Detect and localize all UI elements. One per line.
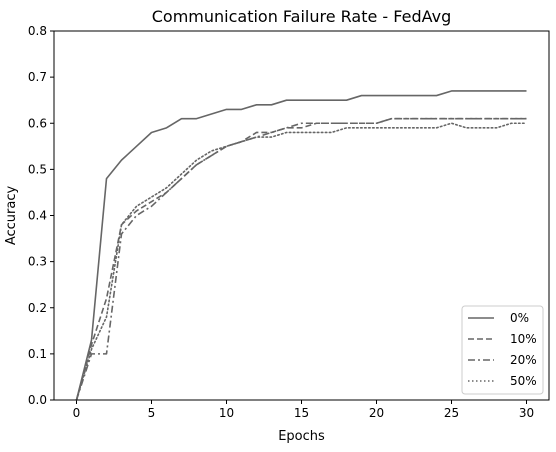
x-tick-label: 5 bbox=[148, 406, 156, 420]
x-tick-label: 25 bbox=[444, 406, 459, 420]
series-line-50pct bbox=[75, 122, 528, 401]
y-tick-label: 0.3 bbox=[28, 255, 47, 269]
axis-ticks: 0 5 10 15 20 25 30 0.0 0.1 0.2 0.3 0.4 0.5 0.6 0.7 0.8 bbox=[28, 24, 534, 420]
y-tick-label: 0.6 bbox=[28, 116, 47, 130]
x-axis-label: Epochs bbox=[278, 429, 325, 444]
legend-label: 50% bbox=[510, 374, 537, 388]
series-lines bbox=[75, 90, 528, 401]
y-axis-label: Accuracy bbox=[4, 186, 19, 246]
legend-label: 0% bbox=[510, 311, 529, 325]
legend: 0% 10% 20% 50% bbox=[461, 305, 544, 395]
legend-label: 10% bbox=[510, 332, 537, 346]
y-tick-label: 0.1 bbox=[28, 347, 47, 361]
y-tick-label: 0.5 bbox=[28, 162, 47, 176]
x-tick-label: 30 bbox=[519, 406, 534, 420]
legend-label: 20% bbox=[510, 353, 537, 367]
plot-frame bbox=[53, 30, 550, 401]
legend-box bbox=[461, 305, 544, 395]
series-line-0pct bbox=[75, 90, 527, 401]
chart-title: Communication Failure Rate - FedAvg bbox=[152, 7, 452, 26]
y-tick-label: 0.7 bbox=[28, 70, 47, 84]
series-line-20pct bbox=[75, 117, 527, 401]
y-tick-label: 0.2 bbox=[28, 301, 47, 315]
y-tick-label: 0.8 bbox=[28, 24, 47, 38]
y-tick-label: 0.4 bbox=[28, 209, 47, 223]
x-tick-label: 15 bbox=[294, 406, 309, 420]
x-tick-label: 20 bbox=[369, 406, 384, 420]
y-tick-label: 0.0 bbox=[28, 393, 47, 407]
x-tick-label: 0 bbox=[73, 406, 81, 420]
x-tick-label: 10 bbox=[219, 406, 234, 420]
